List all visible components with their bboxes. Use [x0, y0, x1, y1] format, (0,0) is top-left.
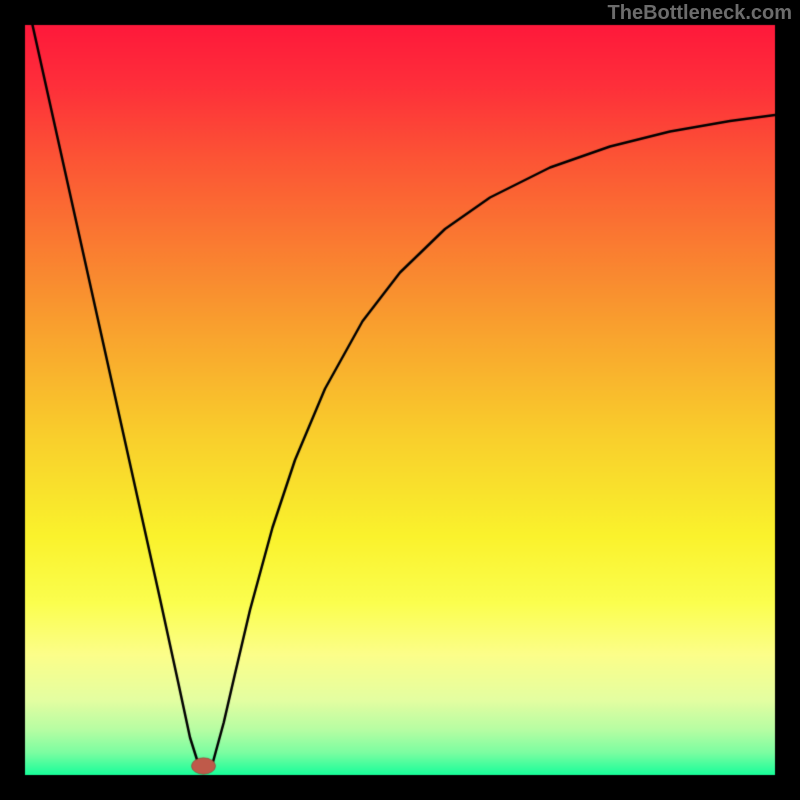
chart-container: TheBottleneck.com [0, 0, 800, 800]
bottleneck-chart-canvas [0, 0, 800, 800]
